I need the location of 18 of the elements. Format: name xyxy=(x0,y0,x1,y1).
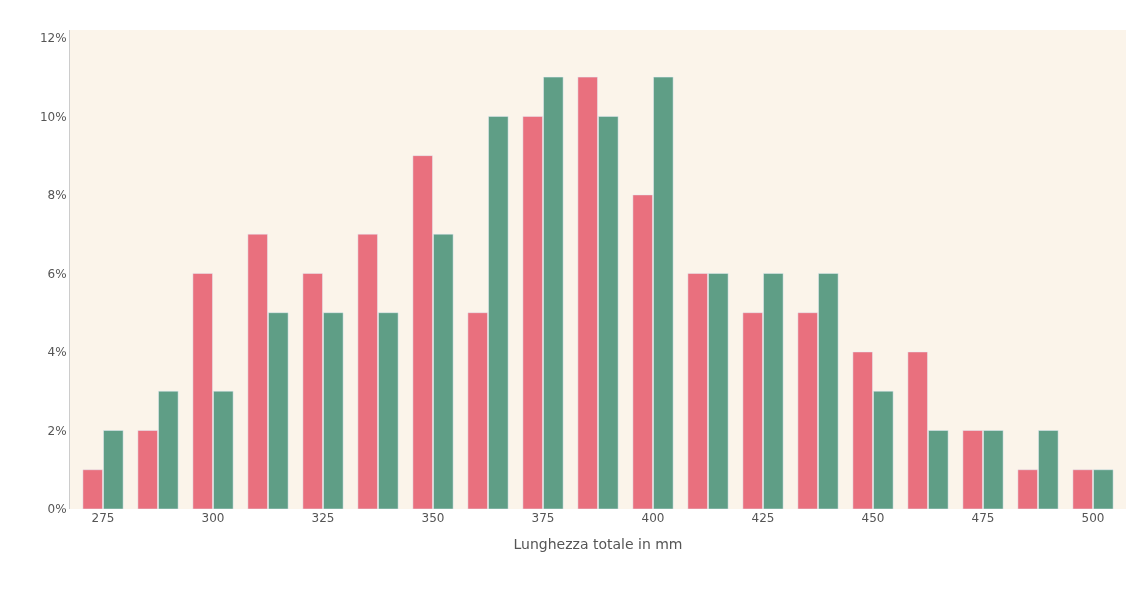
x-tick-label: 275 xyxy=(91,511,115,525)
x-tick-label: 475 xyxy=(971,511,995,525)
x-tick-label: 350 xyxy=(421,511,445,525)
x-axis-title: Lunghezza totale in mm xyxy=(513,536,683,553)
y-tick-label: 12% xyxy=(39,31,67,46)
x-tick-label: 325 xyxy=(311,511,335,525)
x-tick-label: 375 xyxy=(531,511,555,525)
y-tick-label: 4% xyxy=(47,345,67,360)
x-tick-label: 400 xyxy=(641,511,665,525)
x-tick-label: 500 xyxy=(1081,511,1105,525)
x-tick-label: 425 xyxy=(751,511,775,525)
y-tick-label: 0% xyxy=(47,502,67,517)
y-tick-label: 8% xyxy=(47,188,67,203)
y-tick-label: 6% xyxy=(47,266,67,281)
x-tick-label: 300 xyxy=(201,511,225,525)
y-tick-label: 2% xyxy=(47,423,67,438)
x-tick-label: 450 xyxy=(861,511,885,525)
y-tick-label: 10% xyxy=(39,109,67,124)
